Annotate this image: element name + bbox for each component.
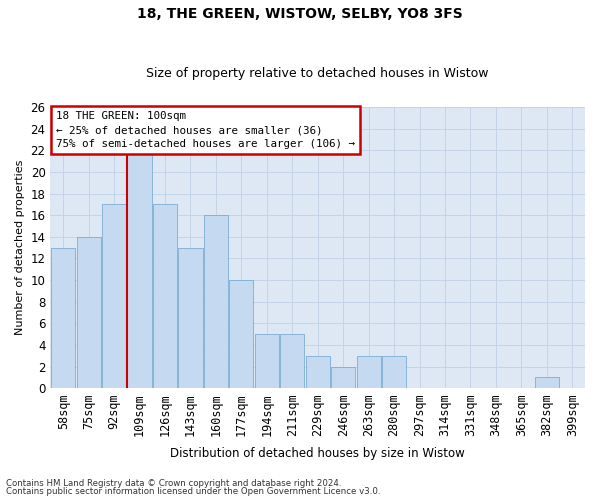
Bar <box>102 204 126 388</box>
Bar <box>127 150 152 388</box>
Y-axis label: Number of detached properties: Number of detached properties <box>15 160 25 336</box>
X-axis label: Distribution of detached houses by size in Wistow: Distribution of detached houses by size … <box>170 447 465 460</box>
Text: 18 THE GREEN: 100sqm
← 25% of detached houses are smaller (36)
75% of semi-detac: 18 THE GREEN: 100sqm ← 25% of detached h… <box>56 112 355 150</box>
Text: Contains HM Land Registry data © Crown copyright and database right 2024.: Contains HM Land Registry data © Crown c… <box>6 478 341 488</box>
Bar <box>255 334 279 388</box>
Bar <box>382 356 406 388</box>
Bar <box>77 237 101 388</box>
Bar <box>331 366 355 388</box>
Bar <box>305 356 330 388</box>
Text: 18, THE GREEN, WISTOW, SELBY, YO8 3FS: 18, THE GREEN, WISTOW, SELBY, YO8 3FS <box>137 8 463 22</box>
Text: Contains public sector information licensed under the Open Government Licence v3: Contains public sector information licen… <box>6 487 380 496</box>
Bar <box>229 280 253 388</box>
Title: Size of property relative to detached houses in Wistow: Size of property relative to detached ho… <box>146 66 489 80</box>
Bar <box>153 204 177 388</box>
Bar <box>356 356 381 388</box>
Bar <box>51 248 75 388</box>
Bar <box>204 215 228 388</box>
Bar <box>280 334 304 388</box>
Bar <box>178 248 203 388</box>
Bar <box>535 378 559 388</box>
